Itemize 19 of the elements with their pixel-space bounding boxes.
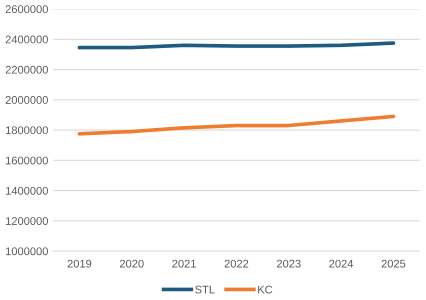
y-tick-label: 2200000 — [6, 66, 48, 74]
y-tick-label: 1200000 — [6, 217, 48, 225]
x-tick-label: 2025 — [382, 260, 406, 268]
y-tick-label: 1000000 — [6, 247, 48, 256]
y-tick-label: 2600000 — [6, 5, 48, 14]
y-tick-label: 1400000 — [6, 186, 48, 195]
legend-label: STL — [195, 286, 215, 294]
x-tick-label: 2020 — [120, 260, 144, 268]
y-tick-label: 1800000 — [6, 126, 48, 134]
line-series — [78, 114, 396, 136]
y-tick-label: 2000000 — [6, 96, 48, 104]
x-tick-label: 2021 — [172, 260, 196, 268]
legend-label: KC — [258, 286, 272, 294]
y-tick-label: 1600000 — [6, 156, 48, 164]
x-tick-label: 2019 — [68, 260, 92, 268]
x-tick-label: 2023 — [276, 260, 301, 268]
x-tick-label: 2022 — [224, 260, 248, 268]
x-tick-label: 2024 — [329, 260, 354, 268]
y-tick-label: 2400000 — [6, 36, 48, 44]
